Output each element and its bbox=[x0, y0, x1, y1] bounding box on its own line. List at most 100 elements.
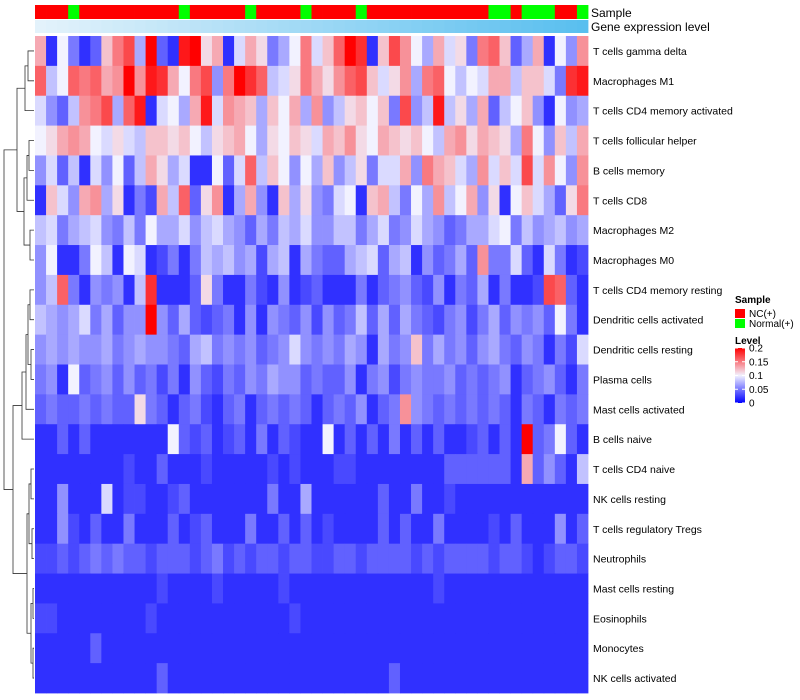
heatmap-cell bbox=[422, 573, 434, 604]
heatmap-cell bbox=[510, 65, 523, 97]
heatmap-cell bbox=[488, 543, 500, 574]
heatmap-cell bbox=[289, 95, 301, 126]
heatmap-cell bbox=[134, 36, 146, 67]
heatmap-cell bbox=[156, 155, 169, 186]
row-label: Macrophages M1 bbox=[593, 76, 674, 88]
sample-annotation-cell bbox=[101, 5, 113, 19]
heatmap-cell bbox=[167, 633, 180, 664]
heatmap-cell bbox=[366, 185, 379, 216]
heatmap-cell bbox=[79, 394, 91, 425]
sample-annotation-cell bbox=[455, 5, 467, 19]
heatmap-cell bbox=[488, 513, 500, 545]
heatmap-cell bbox=[112, 215, 124, 246]
heatmap-cell bbox=[211, 424, 224, 455]
heatmap-cell bbox=[167, 65, 180, 97]
heatmap-cell bbox=[46, 543, 58, 574]
heatmap-cell bbox=[234, 573, 246, 604]
heatmap-cell bbox=[311, 185, 323, 216]
heatmap-cell bbox=[554, 573, 567, 604]
heatmap-cell bbox=[399, 454, 412, 485]
heatmap-cell bbox=[444, 215, 456, 246]
heatmap-cell bbox=[234, 155, 246, 186]
heatmap-cell bbox=[377, 454, 390, 485]
heatmap-cell bbox=[178, 543, 191, 574]
sample-annotation-cell bbox=[300, 5, 312, 19]
heatmap-cell bbox=[355, 215, 368, 246]
heatmap-cell bbox=[79, 334, 91, 365]
heatmap-cell bbox=[466, 394, 478, 425]
heatmap-cell bbox=[444, 125, 456, 156]
heatmap-cell bbox=[234, 364, 246, 395]
heatmap-cell bbox=[211, 573, 224, 604]
heatmap-cell bbox=[57, 125, 69, 156]
heatmap-cell bbox=[145, 36, 158, 67]
heatmap-cell bbox=[300, 65, 312, 97]
heatmap-cell bbox=[200, 155, 213, 186]
heatmap-cell bbox=[532, 543, 545, 574]
heatmap-cell bbox=[278, 633, 290, 664]
expression-annotation-cell bbox=[112, 20, 124, 33]
heatmap-cell bbox=[543, 245, 556, 276]
heatmap-cell bbox=[256, 513, 268, 545]
heatmap-cell bbox=[156, 65, 169, 97]
heatmap-cell bbox=[57, 543, 69, 574]
sample-annotation-cell bbox=[322, 5, 335, 19]
heatmap-cell bbox=[355, 394, 368, 425]
heatmap-cell bbox=[488, 334, 500, 365]
expression-annotation-cell bbox=[134, 20, 146, 33]
sample-annotation-cell bbox=[35, 5, 47, 19]
heatmap-cell bbox=[278, 663, 290, 694]
heatmap-cell bbox=[510, 364, 523, 395]
heatmap-cell bbox=[322, 334, 335, 365]
heatmap-cell bbox=[333, 334, 346, 365]
heatmap-cell bbox=[256, 364, 268, 395]
heatmap-cell bbox=[145, 663, 158, 694]
heatmap-cell bbox=[322, 95, 335, 126]
heatmap-cell bbox=[134, 633, 146, 664]
heatmap-cell bbox=[234, 304, 246, 336]
heatmap-cell bbox=[366, 633, 379, 664]
heatmap-cell bbox=[455, 633, 467, 664]
heatmap-cell bbox=[333, 36, 346, 67]
heatmap-cell bbox=[145, 125, 158, 156]
heatmap-cell bbox=[68, 543, 80, 574]
heatmap-cell bbox=[311, 95, 323, 126]
heatmap-cell bbox=[366, 573, 379, 604]
heatmap-cell bbox=[245, 454, 257, 485]
expression-annotation-cell bbox=[178, 20, 191, 33]
heatmap-cell bbox=[576, 543, 589, 574]
heatmap-cell bbox=[79, 364, 91, 395]
heatmap-cell bbox=[156, 394, 169, 425]
heatmap-cell bbox=[256, 125, 268, 156]
level-tick-label: 0.1 bbox=[749, 371, 763, 382]
heatmap-cell bbox=[333, 364, 346, 395]
heatmap-cell bbox=[565, 215, 578, 246]
row-label: T cells regulatory Tregs bbox=[593, 524, 702, 536]
heatmap-cell bbox=[278, 215, 290, 246]
heatmap-cell bbox=[46, 274, 58, 306]
heatmap-cell bbox=[300, 603, 312, 634]
heatmap-cell bbox=[466, 483, 478, 515]
heatmap-cell bbox=[267, 245, 279, 276]
heatmap-cell bbox=[565, 483, 578, 515]
heatmap-cell bbox=[455, 364, 467, 395]
heatmap-cell bbox=[311, 334, 323, 365]
sample-annotation-cell bbox=[112, 5, 124, 19]
heatmap-cell bbox=[68, 95, 80, 126]
heatmap-cell bbox=[422, 215, 434, 246]
heatmap-cell bbox=[466, 334, 478, 365]
heatmap-cell bbox=[455, 125, 467, 156]
dendrogram-branch bbox=[3, 149, 17, 490]
heatmap-cell bbox=[532, 513, 545, 545]
heatmap-cell bbox=[223, 274, 235, 306]
heatmap-cell bbox=[532, 304, 545, 336]
heatmap-cell bbox=[245, 543, 257, 574]
heatmap-cell bbox=[189, 65, 202, 97]
expression-annotation-cell bbox=[565, 20, 578, 33]
dendrogram-branch bbox=[31, 528, 34, 560]
heatmap-cell bbox=[57, 185, 69, 216]
heatmap-cell bbox=[532, 663, 545, 694]
heatmap-cell bbox=[333, 65, 346, 97]
heatmap-cell bbox=[211, 454, 224, 485]
heatmap-cell bbox=[223, 603, 235, 634]
